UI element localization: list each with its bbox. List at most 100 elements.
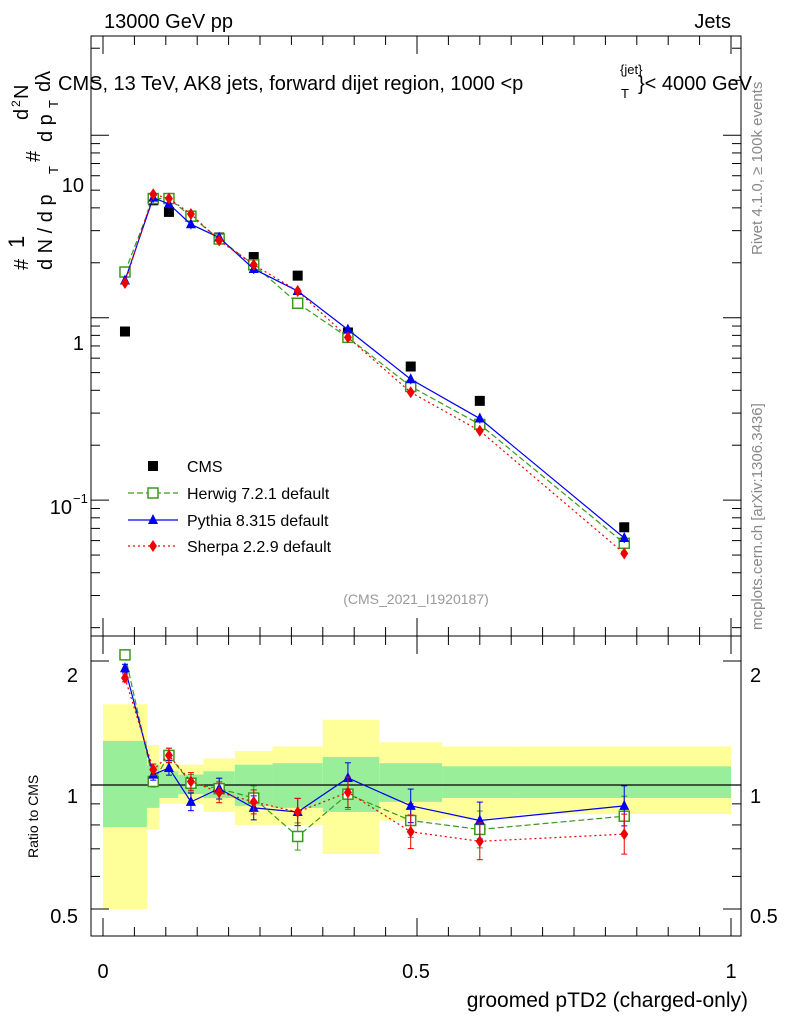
ratio-point [215,786,224,799]
ylabel-part: d p [35,114,57,142]
data-point [119,326,130,337]
ratio-point [249,795,258,808]
ratio-bands-group [91,704,741,910]
data-point [619,532,630,543]
ratio-point [164,749,173,762]
data-point [342,323,353,334]
mcplots-label: mcplots.cern.ch [arXiv:1306.3436] [749,403,766,630]
rivet-version-label: Rivet 4.1.0, ≥ 100k events [749,82,766,255]
ratio-point [474,814,485,825]
ylabel-part: dλ [33,71,55,92]
header-right: Jets [694,11,731,33]
data-point [149,188,158,201]
header-left: 13000 GeV pp [104,11,233,33]
data-point [248,252,259,263]
ratio-ytick-label-0p5: 0.5 [50,906,78,928]
xtick-label-0: 0 [97,961,108,983]
xtick-label-1: 1 [725,961,736,983]
data-point [292,270,303,281]
ratio-point [475,835,484,848]
ratio-point [406,825,415,838]
xlabel: groomed pTD2 (charged-only) [467,989,748,1012]
data-point [620,547,629,560]
uncertainty-band-inner [103,740,147,828]
data-point [249,258,258,271]
series-sherpa [120,188,629,560]
ratio-point [343,786,352,799]
data-point [291,297,304,310]
legend-label-herwig: Herwig 7.2.1 default [187,486,330,503]
ylabel-part: # [11,258,33,270]
main-ytick-exponent: −1 [73,491,88,506]
ylabel-part: 1 [4,236,29,248]
ratio-ytick-label-2: 2 [67,665,78,687]
main-title-superscript: {jet} [620,62,643,77]
ylabel-part: T [46,100,61,108]
data-point [185,218,196,229]
data-point [120,276,129,289]
ratio-point [120,671,129,684]
ylabel-part: d N / d p [35,194,57,270]
legend-marker [148,461,158,471]
data-point [475,424,484,437]
main-title-subscript: T [621,86,629,101]
ratio-point [149,763,158,776]
ratio-ytick-label-1-right: 1 [750,786,761,808]
main-ylabel: # 1 d N / d p T # d p T d 2 N dλ [4,71,61,270]
ratio-point [163,761,174,772]
uncertainty-band-inner [442,766,518,798]
main-ytick-label-10: 10 [62,175,84,197]
legend: CMS Herwig 7.2.1 default Pythia 8.315 de… [128,459,332,556]
ratio-ylabel: Ratio to CMS [25,775,41,858]
main-axis-ticks [91,36,741,636]
data-point [215,234,224,247]
series-line [124,193,625,554]
ratio-line [124,677,625,842]
ratio-ytick-label-1: 1 [67,786,78,808]
data-point [405,361,416,372]
main-title-text: CMS, 13 TeV, AK8 jets, forward dijet reg… [58,73,523,95]
data-point [186,208,195,221]
legend-symbols [128,461,178,552]
data-point [343,331,352,344]
ratio-axis-ticks [91,636,741,936]
main-series-group [119,188,630,560]
ylabel-part: N [11,85,33,99]
ratio-point [119,649,131,661]
main-ytick-label-1: 1 [73,333,84,355]
ratio-ytick-label-2-right: 2 [750,665,761,687]
legend-marker [149,540,157,552]
ylabel-part: 2 [9,100,23,107]
ratio-point [293,805,302,818]
ylabel-part: T [46,166,61,174]
legend-label-pythia: Pythia 8.315 default [187,513,329,530]
data-point [474,412,485,423]
data-point [164,192,173,205]
main-title-tail: }< 4000 GeV [638,73,753,95]
ratio-panel-frame [90,635,742,937]
xtick-label-0p5: 0.5 [402,961,430,983]
data-point [163,206,174,217]
ylabel-part: # [23,150,45,162]
ratio-series-sherpa [120,671,629,861]
legend-label-cms: CMS [187,459,223,476]
series-cms [119,195,630,533]
data-point [405,373,416,384]
analysis-tag: (CMS_2021_I1920187) [343,591,489,607]
ratio-point [186,775,195,788]
main-ytick-label-0p1: 10 [50,497,72,519]
legend-label-sherpa: Sherpa 2.2.9 default [187,539,332,556]
legend-marker [147,487,159,499]
ratio-point [620,828,629,841]
ratio-point [291,830,304,843]
legend-marker [148,514,158,524]
ratio-series-group [119,649,630,861]
ratio-point [119,662,130,673]
ratio-point [185,795,196,806]
ratio-point [405,799,416,810]
data-point [474,395,485,406]
data-point [293,285,302,298]
ratio-point [619,799,630,810]
data-point [619,522,630,533]
